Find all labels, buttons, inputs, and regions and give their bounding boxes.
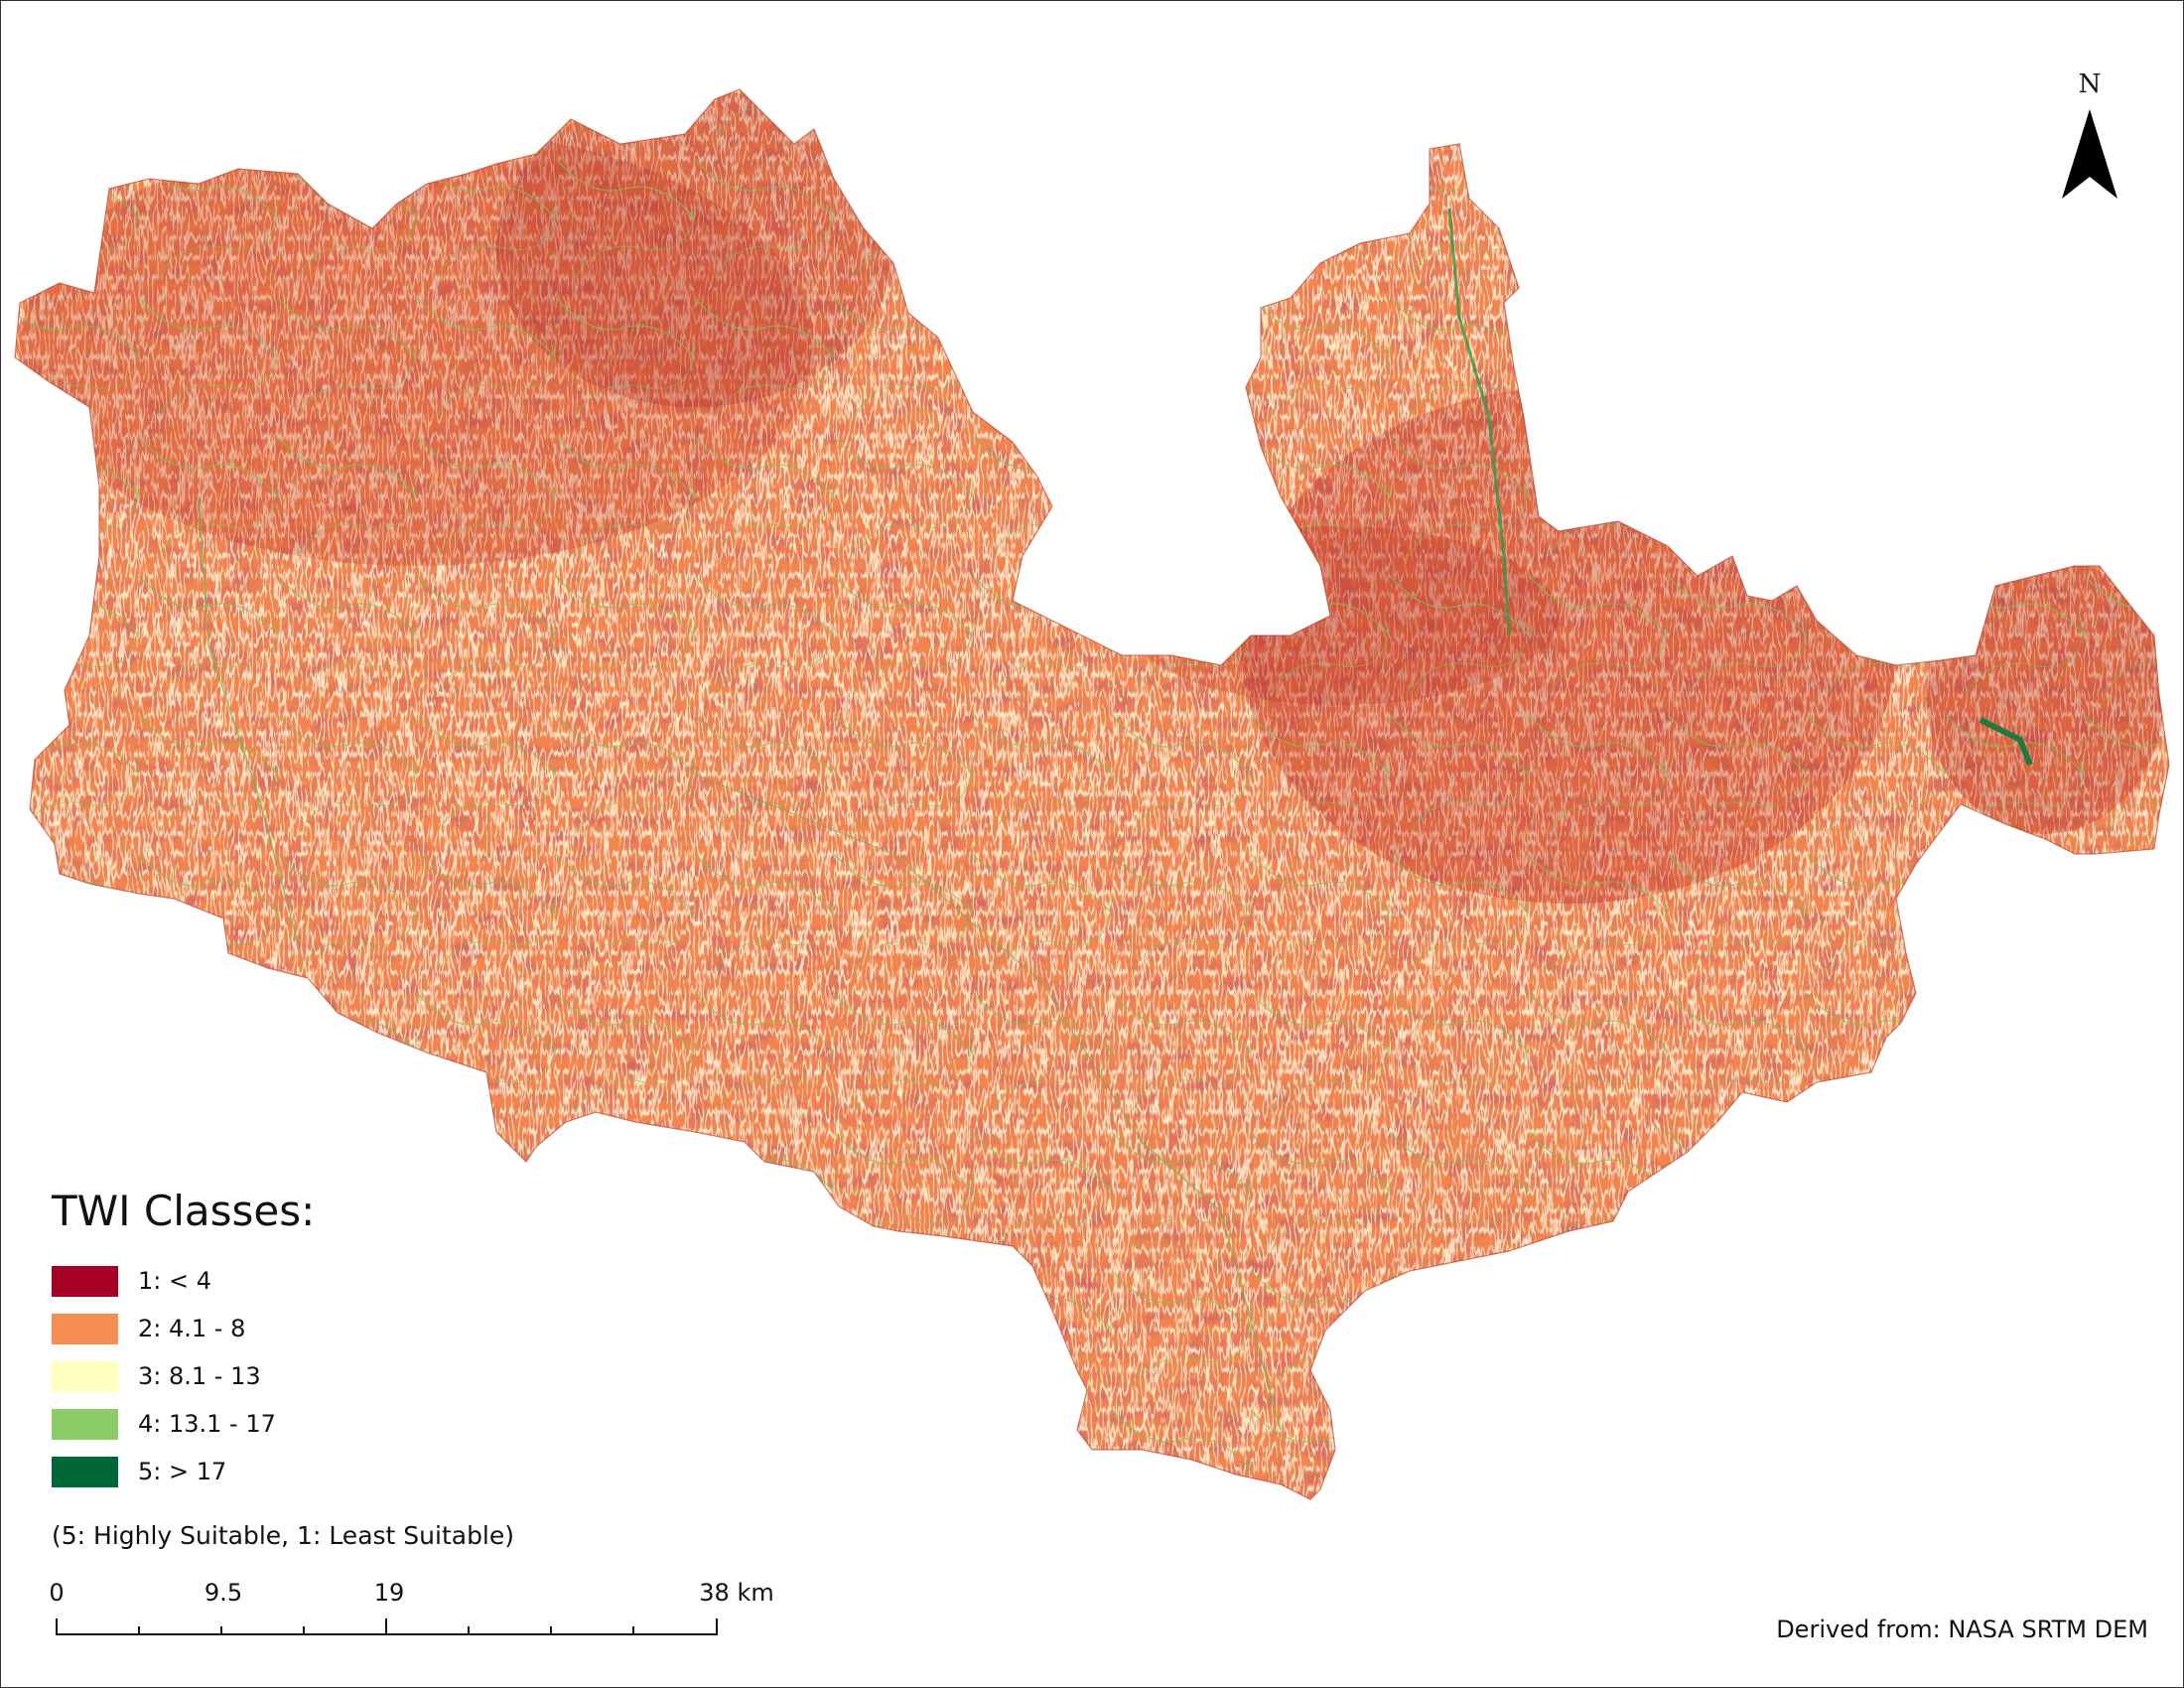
legend-item: 3: 8.1 - 13 xyxy=(52,1352,514,1400)
north-label: N xyxy=(2078,70,2102,99)
legend-swatch xyxy=(52,1408,118,1440)
legend-swatch xyxy=(52,1360,118,1392)
legend-label: 2: 4.1 - 8 xyxy=(138,1315,246,1342)
legend-label: 5: > 17 xyxy=(138,1458,227,1485)
legend-item: 4: 13.1 - 17 xyxy=(52,1400,514,1448)
legend-swatch xyxy=(52,1313,118,1344)
legend-label: 1: < 4 xyxy=(138,1267,211,1295)
source-credit: Derived from: NASA SRTM DEM xyxy=(1776,1616,2148,1643)
legend-label: 4: 13.1 - 17 xyxy=(138,1410,276,1438)
legend-item: 1: < 4 xyxy=(52,1257,514,1305)
legend-swatch xyxy=(52,1265,118,1297)
legend-title: TWI Classes: xyxy=(52,1187,316,1235)
north-arrow: N xyxy=(2055,70,2124,209)
legend-swatch xyxy=(52,1456,118,1487)
legend: TWI Classes: 1: < 4 2: 4.1 - 8 3: 8.1 - … xyxy=(52,1187,514,1550)
legend-note: (5: Highly Suitable, 1: Least Suitable) xyxy=(52,1521,515,1550)
scale-tick-label: 9.5 xyxy=(204,1579,243,1607)
scale-bar-line xyxy=(56,1618,718,1635)
legend-item: 5: > 17 xyxy=(52,1448,514,1495)
north-arrow-icon xyxy=(2062,109,2117,199)
scale-tick-label: 38 km xyxy=(699,1579,774,1607)
scale-tick-label: 19 xyxy=(373,1579,405,1607)
scale-tick-label: 0 xyxy=(49,1579,65,1607)
legend-item: 2: 4.1 - 8 xyxy=(52,1305,514,1352)
legend-label: 3: 8.1 - 13 xyxy=(138,1362,261,1390)
